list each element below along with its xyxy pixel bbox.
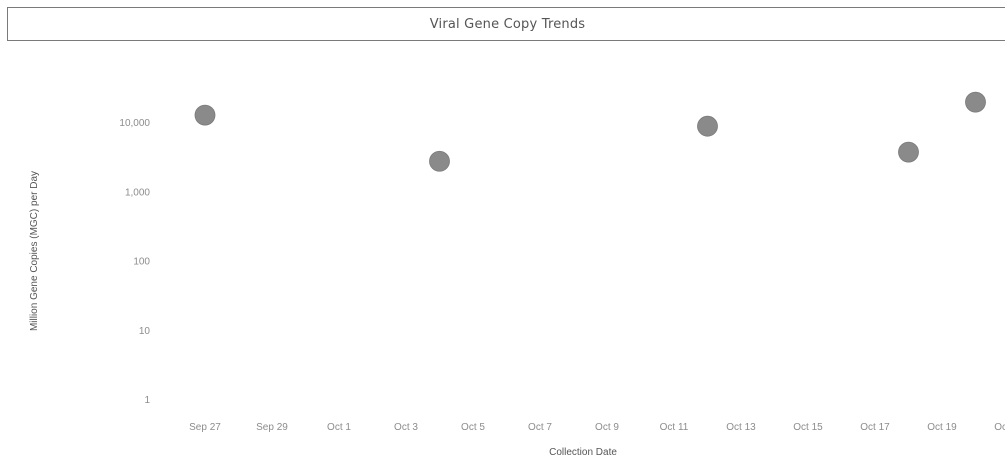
data-point[interactable]: [194, 104, 216, 126]
x-tick-label: Oct 21: [994, 422, 1005, 433]
x-tick-label: Oct 9: [595, 422, 619, 433]
y-tick-label: 1,000: [125, 187, 150, 198]
x-tick-label: Oct 13: [726, 422, 756, 433]
y-tick-label: 10: [139, 326, 151, 337]
data-point[interactable]: [965, 91, 986, 113]
x-tick-label: Sep 29: [256, 422, 288, 433]
y-axis-title: Million Gene Copies (MGC) per Day: [29, 171, 40, 331]
x-tick-label: Oct 1: [327, 422, 351, 433]
x-tick-label: Oct 15: [793, 422, 823, 433]
x-tick-label: Oct 11: [660, 422, 689, 433]
y-tick-label: 100: [133, 257, 150, 268]
x-tick-label: Oct 7: [528, 422, 552, 433]
data-point[interactable]: [697, 115, 718, 137]
x-tick-label: Sep 27: [189, 422, 221, 433]
y-tick-label: 10,000: [119, 118, 150, 129]
x-tick-label: Oct 3: [394, 422, 418, 433]
x-tick-label: Oct 17: [860, 422, 890, 433]
x-axis-title: Collection Date: [549, 447, 617, 458]
x-tick-label: Oct 19: [927, 422, 957, 433]
chart-title: Viral Gene Copy Trends: [7, 7, 1005, 41]
y-tick-label: 1: [144, 395, 150, 406]
data-point[interactable]: [429, 150, 450, 172]
x-tick-label: Oct 5: [461, 422, 485, 433]
data-point[interactable]: [898, 141, 919, 163]
